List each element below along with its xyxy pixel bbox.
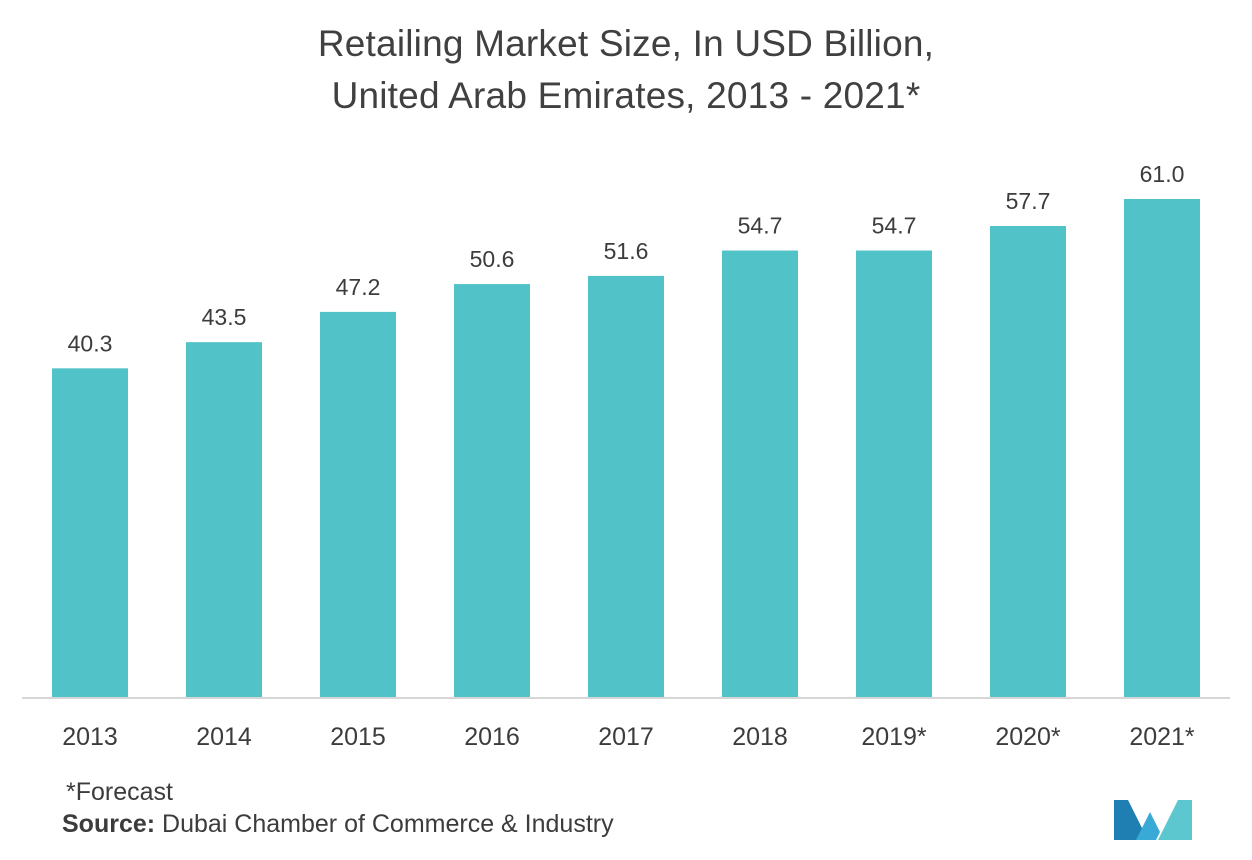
chart-title: Retailing Market Size, In USD Billion, U…: [0, 18, 1252, 122]
bars-group: [52, 199, 1200, 698]
value-label: 57.7: [1006, 188, 1051, 214]
logo-shape-middle: [1136, 812, 1160, 840]
bar-2021-forecast: [1124, 199, 1200, 698]
bar-2019-forecast: [856, 250, 932, 698]
source-text: Dubai Chamber of Commerce & Industry: [155, 810, 614, 838]
value-label: 43.5: [202, 304, 247, 330]
value-label: 40.3: [68, 330, 113, 356]
source-label: Source:: [62, 810, 156, 838]
source-note: Source: Dubai Chamber of Commerce & Indu…: [62, 810, 614, 839]
forecast-footnote: *Forecast: [66, 778, 173, 806]
x-tick-labels-group: 2013 2014 2015 2016 2017 2018 2019* 2020* 2021*: [62, 723, 1195, 751]
x-tick-label: 2018: [732, 723, 788, 751]
bar-2017: [588, 275, 664, 698]
x-tick-label: 2015: [330, 723, 386, 751]
value-label: 61.0: [1140, 161, 1185, 187]
value-label: 47.2: [336, 274, 381, 300]
x-tick-label: 2017: [598, 723, 654, 751]
value-label: 51.6: [604, 238, 649, 264]
chart-title-line-2: United Arab Emirates, 2013 - 2021*: [331, 75, 921, 116]
value-label: 54.7: [738, 213, 783, 239]
value-label: 50.6: [470, 246, 515, 272]
logo-shape-right: [1158, 800, 1192, 840]
mordor-intelligence-logo-icon: [1114, 800, 1192, 840]
bar-2013: [52, 368, 128, 698]
x-tick-label: 2016: [464, 723, 520, 751]
bar-2015: [320, 311, 396, 698]
bar-2016: [454, 284, 530, 698]
x-tick-label: 2020*: [995, 723, 1061, 751]
value-labels-group: 40.3 43.5 47.2 50.6 51.6 54.7 54.7 57.7 61.0: [68, 161, 1185, 356]
x-tick-label: 2014: [196, 723, 252, 751]
bar-2014: [186, 342, 262, 698]
chart-title-line-1: Retailing Market Size, In USD Billion,: [317, 23, 935, 64]
bar-2018: [722, 250, 798, 698]
value-label: 54.7: [872, 213, 917, 239]
x-tick-label: 2019*: [861, 723, 927, 751]
bar-2020-forecast: [990, 225, 1066, 698]
x-tick-label: 2013: [62, 723, 118, 751]
logo-shape-left: [1114, 800, 1148, 840]
x-tick-label: 2021*: [1129, 723, 1195, 751]
